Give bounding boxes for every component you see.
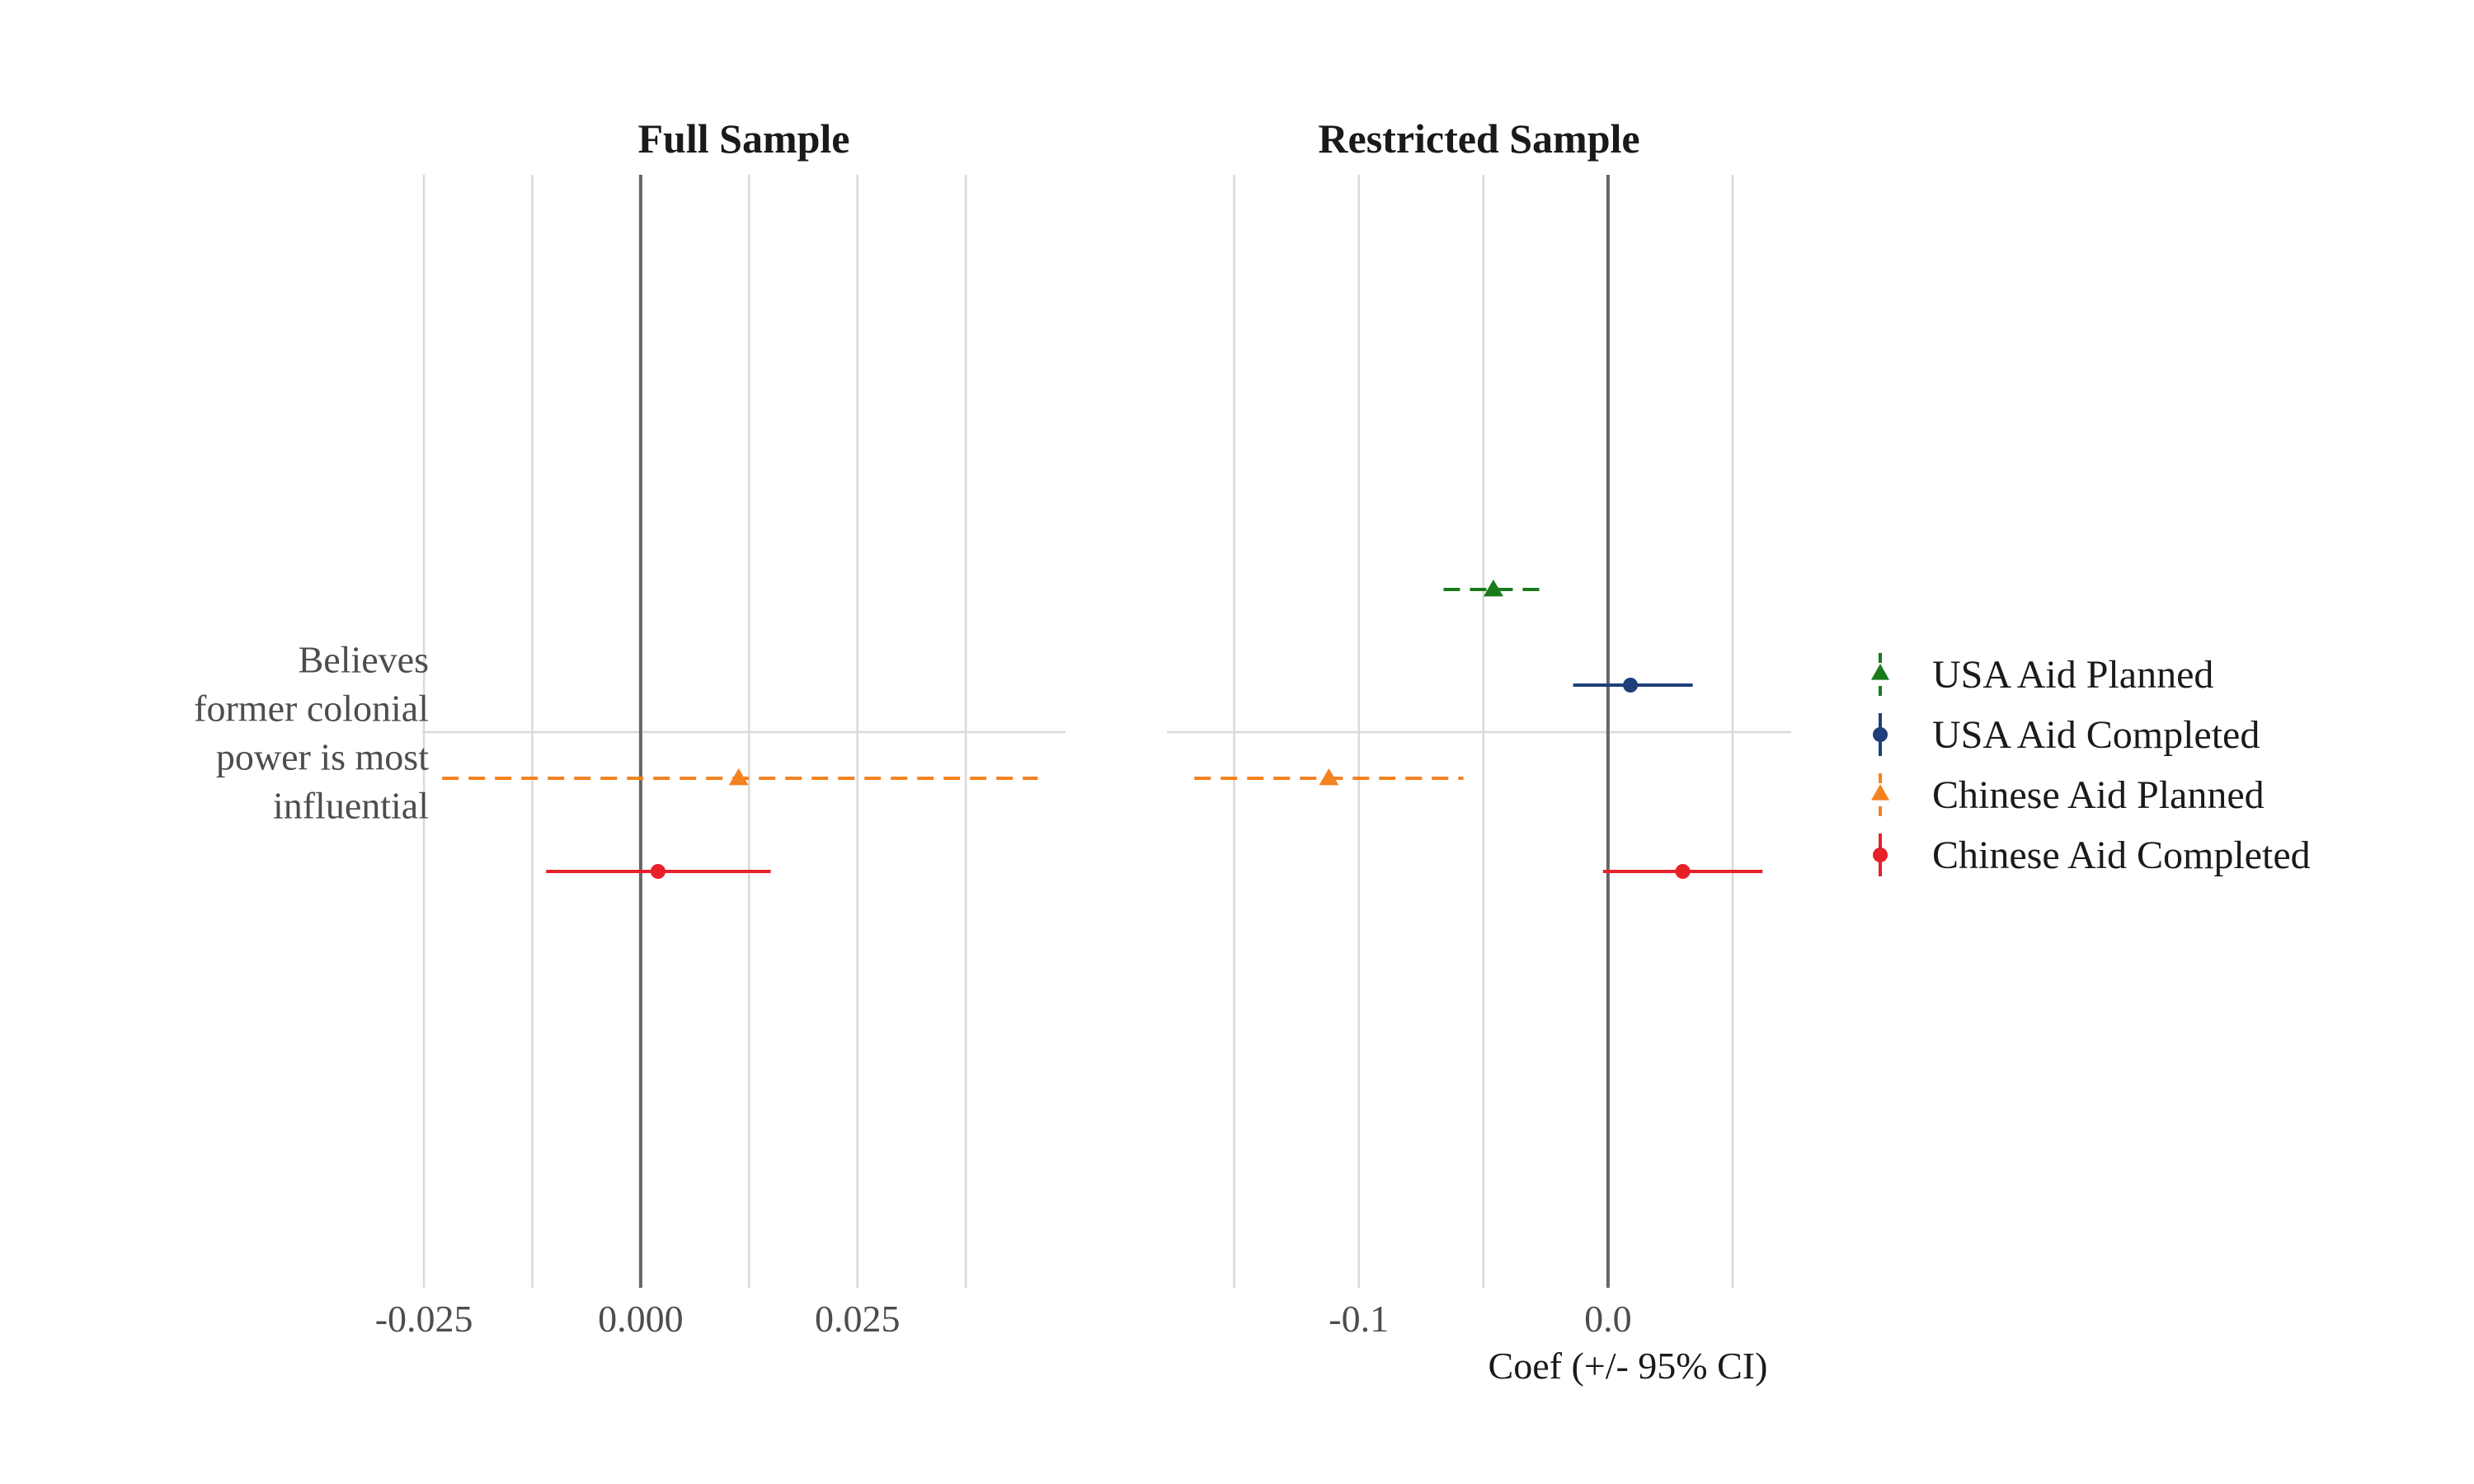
series-usa-aid-planned [1443,580,1544,597]
panel-title: Restricted Sample [1318,115,1639,162]
series-chinese-aid-completed [1602,864,1763,879]
legend-key-marker [1871,664,1889,680]
x-tick-label: -0.1 [1329,1298,1389,1340]
chart-panels: Full Sample -0.025 0.000 0.025 Restricted Sa… [375,115,1791,1340]
series-usa-aid-completed [1573,678,1693,693]
x-tick-label: -0.025 [375,1298,473,1340]
legend-label: Chinese Aid Completed [1932,834,2311,877]
legend-label: USA Aid Completed [1932,713,2260,757]
series-chinese-aid-planned [1194,768,1464,786]
x-tick-label: 0.000 [598,1298,684,1340]
legend-label: Chinese Aid Planned [1932,773,2265,817]
y-label-line: influential [273,785,429,827]
x-tick-label: 0.025 [815,1298,901,1340]
legend-item-chinese-aid-planned: Chinese Aid Planned [1871,773,2265,817]
legend-item-usa-aid-completed: USA Aid Completed [1873,713,2260,757]
legend-key-marker [1873,848,1888,862]
x-axis-title: Coef (+/- 95% CI) [1489,1345,1768,1387]
point-estimate [1675,864,1691,879]
series-chinese-aid-completed [546,864,771,879]
legend-key-marker [1871,784,1889,801]
point-estimate [728,768,749,786]
panel-title: Full Sample [638,115,850,162]
point-estimate [1319,768,1339,786]
legend-item-chinese-aid-completed: Chinese Aid Completed [1873,834,2311,877]
legend-key-marker [1873,727,1888,742]
point-estimate [650,864,666,879]
x-tick-label: 0.0 [1584,1298,1632,1340]
y-label-line: former colonial [194,688,429,730]
legend-label: USA Aid Planned [1932,653,2213,697]
panel-restricted-sample: Restricted Sample -0.1 0.0 [1167,115,1791,1340]
y-label-line: power is most [216,736,429,778]
point-estimate [1483,580,1503,597]
series-chinese-aid-planned [442,768,1038,786]
y-label-line: Believes [299,639,429,681]
panel-full-sample: Full Sample -0.025 0.000 0.025 [375,115,1065,1340]
legend: USA Aid Planned USA Aid Completed Chinese … [1871,653,2311,877]
legend-item-usa-aid-planned: USA Aid Planned [1871,653,2213,697]
point-estimate [1623,678,1639,693]
y-category-label: Believes former colonial power is most infl… [194,639,429,827]
